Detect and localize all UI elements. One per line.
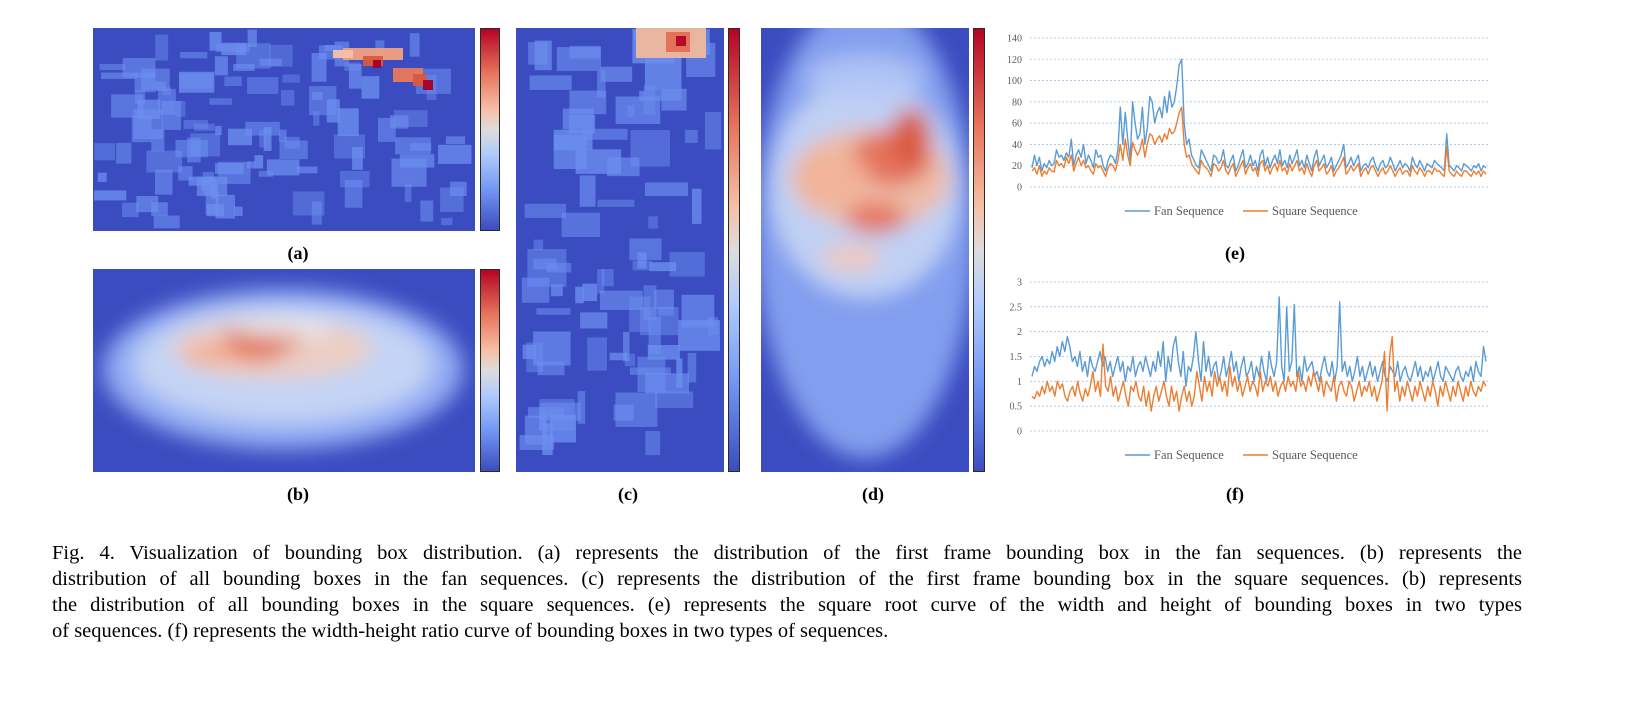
figure-caption: Fig. 4. Visualization of bounding box di… [52,540,1522,644]
panel-label-c: (c) [618,484,638,504]
y-tick-label: 3 [1017,278,1022,289]
colorbar-a [480,28,500,231]
legend-label: Fan Sequence [1154,204,1224,218]
colorbar-c [728,28,740,472]
panel-label-b: (b) [287,484,309,504]
y-tick-label: 0 [1017,183,1022,194]
y-tick-label: 20 [1012,161,1022,172]
y-tick-label: 120 [1007,55,1022,66]
caption-line-1: Fig. 4. Visualization of bounding box di… [52,542,1522,564]
caption-line-2: distribution of all bounding boxes in th… [52,568,1522,590]
heatmap-c [516,28,724,472]
y-tick-label: 1.5 [1010,352,1023,363]
series-line-square-sequence [1031,335,1487,412]
y-tick-label: 80 [1012,97,1022,108]
caption-line-3: the distribution of all bounding boxes i… [52,594,1522,616]
series-line-fan-sequence [1031,58,1487,172]
y-tick-label: 140 [1007,34,1022,45]
legend-label: Square Sequence [1272,204,1358,218]
heatmap-d [761,28,969,472]
series-line-fan-sequence [1031,296,1487,388]
colorbar-d [973,28,985,472]
series-line-square-sequence [1031,106,1487,178]
y-tick-label: 100 [1007,76,1022,87]
caption-line-4: of sequences. (f) represents the width-h… [52,620,889,642]
heatmap-b [93,269,475,472]
y-tick-label: 0.5 [1010,402,1023,413]
y-tick-label: 0 [1017,427,1022,438]
legend-label: Square Sequence [1272,448,1358,462]
panel-label-f: (f) [1226,484,1244,504]
panel-label-d: (d) [862,484,884,504]
colorbar-b [480,269,500,472]
legend-label: Fan Sequence [1154,448,1224,462]
heatmap-a [93,28,475,231]
y-tick-label: 2 [1017,327,1022,338]
y-tick-label: 60 [1012,119,1022,130]
line-chart-e: 0 20 40 60 80 100 120 140 Fan Sequence Square Seq… [1000,24,1500,234]
y-tick-label: 1 [1017,377,1022,388]
panel-label-a: (a) [287,243,309,263]
panel-label-e: (e) [1225,243,1245,263]
y-tick-label: 2.5 [1010,302,1023,313]
line-chart-f: 0 0.5 1 1.5 2 2.5 3 Fan Sequence Square Sequence [1000,268,1500,478]
y-tick-label: 40 [1012,140,1022,151]
